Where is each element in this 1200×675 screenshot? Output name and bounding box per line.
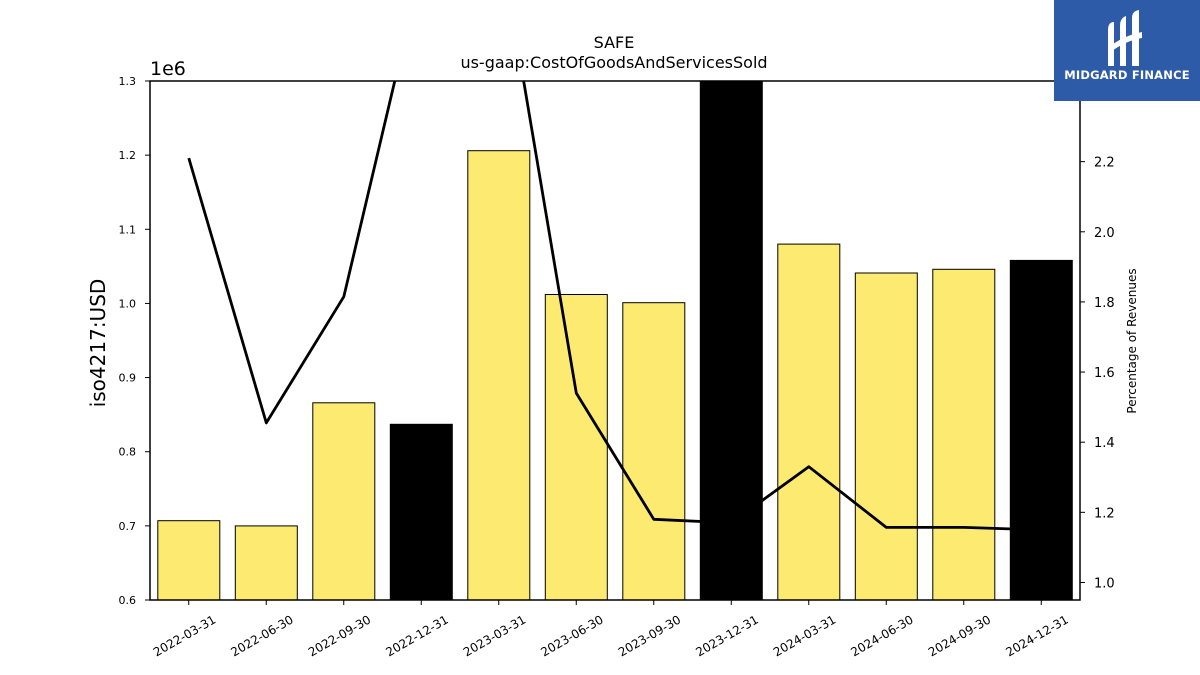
x-tick-label: 2023-09-30 [616,612,683,659]
y2-tick-label: 1.4 [1094,436,1115,451]
chart-subtitle: us-gaap:CostOfGoodsAndServicesSold [460,53,767,72]
bar-2022-12-31 [389,423,453,600]
y-axis-label: iso4217:USD [86,279,110,408]
logo-mark-icon [1108,10,1142,66]
x-tick-label: 2022-09-30 [306,612,373,659]
percentage-of-revenues-line [187,81,1042,532]
bar-2024-12-31 [1009,259,1073,600]
y-tick-label: 0.7 [119,520,137,533]
logo-text: MIDGARD FINANCE [1064,68,1190,82]
y-tick-label: 0.9 [119,372,137,385]
x-tick-label: 2022-12-31 [383,612,450,659]
bar-2022-03-31 [157,520,221,600]
y-tick-label: 1.0 [119,297,137,310]
y2-tick-label: 2.0 [1094,226,1115,241]
y2-tick-label: 1.2 [1094,506,1115,521]
y-tick-label: 1.1 [119,223,137,236]
bar-2022-09-30 [312,402,376,600]
chart-title: SAFE [594,33,635,52]
y-tick-label: 0.8 [119,446,137,459]
x-tick-label: 2024-03-31 [771,612,838,659]
x-tick-label: 2024-06-30 [848,612,915,659]
bar-2024-06-30 [854,272,918,600]
midgard-finance-logo: MIDGARD FINANCE [1054,0,1200,101]
bar-2023-06-30 [544,294,608,600]
y-tick-label: 1.3 [119,75,137,88]
x-tick-label: 2022-03-31 [151,612,218,659]
bars-layer [157,81,1073,600]
x-tick-label: 2023-06-30 [538,612,605,659]
x-tick-label: 2024-12-31 [1003,612,1070,659]
y2-tick-label: 2.2 [1094,156,1115,171]
bar-2024-03-31 [777,243,841,600]
bar-2023-03-31 [467,150,531,600]
x-tick-label: 2024-09-30 [926,612,993,659]
bar-2023-12-31 [699,81,763,600]
y2-tick-label: 1.0 [1094,576,1115,591]
bar-2022-06-30 [234,525,298,600]
y-offset-label: 1e6 [150,58,186,80]
x-tick-label: 2022-06-30 [228,612,295,659]
bar-2024-09-30 [932,268,996,600]
y2-tick-label: 1.8 [1094,296,1115,311]
y2-tick-label: 1.6 [1094,366,1115,381]
x-tick-label: 2023-12-31 [693,612,760,659]
line-layer [187,81,1042,532]
x-tick-label: 2023-03-31 [461,612,528,659]
y2-axis-label: Percentage of Revenues [1125,268,1139,413]
plot-frame [149,80,1081,601]
y-tick-label: 1.2 [119,149,137,162]
bar-2023-09-30 [622,302,686,600]
y-tick-label: 0.6 [119,594,137,607]
